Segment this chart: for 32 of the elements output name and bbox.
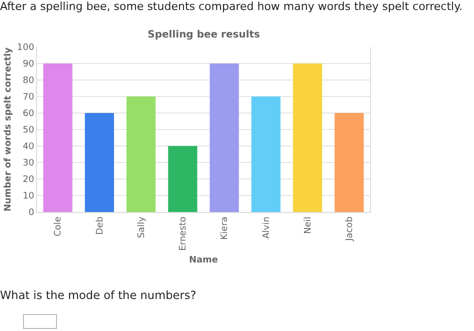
y-tick-label: 0 (28, 208, 34, 218)
bar (210, 64, 239, 212)
x-axis-title: Name (188, 256, 218, 266)
chart-title: Spelling bee results (148, 30, 260, 40)
y-tick-label: 100 (17, 43, 34, 54)
y-tick-label: 70 (22, 92, 34, 103)
x-tick-label: Deb (95, 216, 106, 235)
x-tick-label: Cole (54, 216, 64, 236)
bar (168, 146, 198, 212)
y-axis-title: Number of words spelt correctly (3, 47, 14, 212)
bar (251, 96, 281, 212)
text: After a spelling bee, some students compared how many words they spelt correctly. (0, 0, 463, 13)
y-tick-label: 20 (22, 175, 34, 186)
y-tick-label: 80 (22, 76, 34, 86)
y-tick-label: 10 (22, 192, 34, 202)
y-tick-label: 50 (22, 126, 34, 136)
x-tick-label: Jacob (345, 216, 356, 242)
bar (126, 96, 156, 212)
x-tick-label: Sally (136, 216, 147, 238)
bar (334, 113, 364, 212)
x-tick-label: Ernesto (178, 216, 189, 251)
x-tick-label: Kiera (220, 216, 230, 240)
y-tick-label: 40 (22, 142, 34, 152)
bar (84, 113, 114, 212)
y-tick-label: 30 (22, 158, 34, 169)
x-tick-label: Neil (303, 216, 314, 234)
bar (292, 64, 322, 212)
text: What is the mode of the numbers? (0, 289, 196, 302)
y-tick-label: 60 (22, 109, 34, 120)
x-tick-label: Alvin (262, 216, 272, 239)
y-tick-label: 90 (22, 60, 34, 70)
bar (43, 64, 72, 212)
